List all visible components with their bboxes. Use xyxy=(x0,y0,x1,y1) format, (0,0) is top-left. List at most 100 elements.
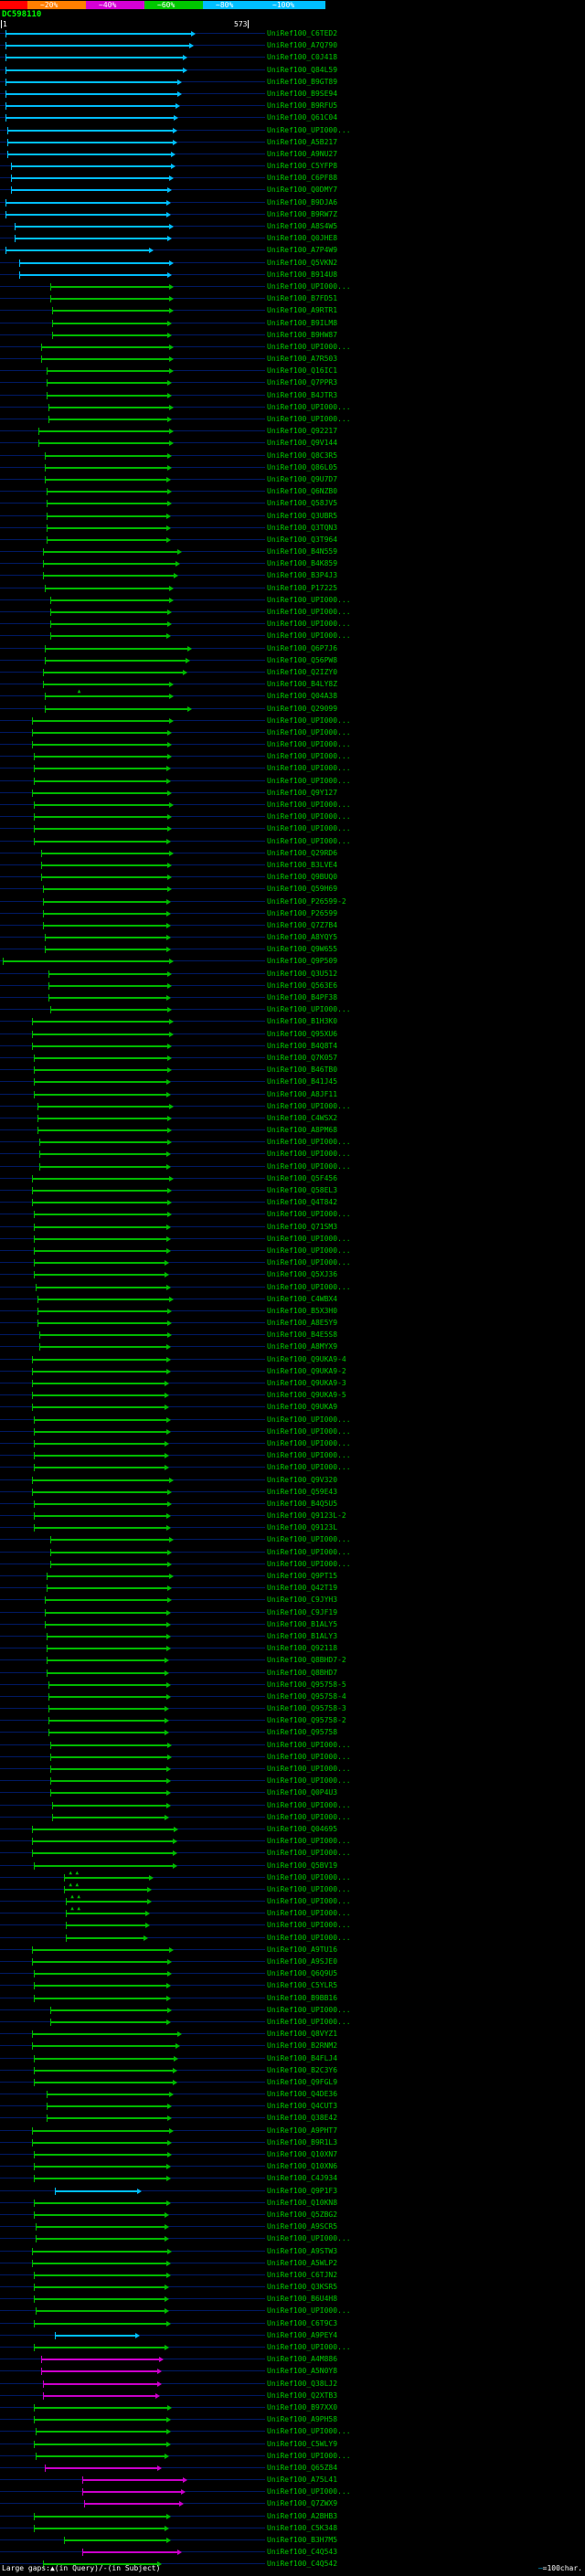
subject-label[interactable]: UniRef100_C9JYH3 xyxy=(267,1595,338,1605)
alignment-bar[interactable] xyxy=(31,728,173,737)
subject-label[interactable]: UniRef100_UPI000... xyxy=(267,1884,351,1893)
subject-label[interactable]: UniRef100_B9ILM8 xyxy=(267,318,338,327)
alignment-bar[interactable] xyxy=(33,801,174,809)
alignment-bar[interactable] xyxy=(5,66,188,74)
subject-label[interactable]: UniRef100_A75L41 xyxy=(267,2475,338,2485)
alignment-bar[interactable] xyxy=(33,1512,171,1521)
subject-label[interactable]: UniRef100_B1ALY5 xyxy=(267,1619,338,1628)
alignment-bar[interactable] xyxy=(10,163,176,171)
alignment-bar[interactable] xyxy=(31,1380,169,1387)
subject-label[interactable]: UniRef100_B97XX0 xyxy=(267,2402,338,2412)
subject-label[interactable]: UniRef100_Q04695 xyxy=(267,1824,338,1833)
subject-label[interactable]: UniRef100_Q38E42 xyxy=(267,2114,338,2123)
subject-label[interactable]: UniRef100_Q9V320 xyxy=(267,1475,338,1484)
subject-label[interactable]: UniRef100_B7FD51 xyxy=(267,294,338,303)
subject-label[interactable]: UniRef100_B4PF38 xyxy=(267,993,338,1002)
subject-label[interactable]: UniRef100_C0J418 xyxy=(267,53,338,62)
subject-label[interactable]: UniRef100_B9RW7Z xyxy=(267,209,338,218)
subject-label[interactable]: UniRef100_Q38LJ2 xyxy=(267,2379,338,2388)
alignment-bar[interactable] xyxy=(31,1355,171,1363)
alignment-bar[interactable] xyxy=(33,1235,171,1243)
subject-label[interactable]: UniRef100_Q95758-4 xyxy=(267,1691,346,1701)
subject-label[interactable]: UniRef100_UPI000... xyxy=(267,1426,351,1436)
subject-label[interactable]: UniRef100_A5N0Y8 xyxy=(267,2367,338,2376)
subject-label[interactable]: UniRef100_UPI000... xyxy=(267,1535,351,1544)
alignment-bar[interactable] xyxy=(47,1645,171,1653)
subject-label[interactable]: UniRef100_Q9BUQ0 xyxy=(267,873,338,882)
alignment-bar[interactable] xyxy=(31,1958,173,1966)
subject-label[interactable]: UniRef100_UPI000... xyxy=(267,740,351,749)
alignment-bar[interactable] xyxy=(33,1439,169,1447)
alignment-bar[interactable] xyxy=(48,994,171,1002)
alignment-bar[interactable] xyxy=(48,1729,169,1737)
alignment-bar[interactable] xyxy=(48,981,173,990)
subject-label[interactable]: UniRef100_Q6Q9U5 xyxy=(267,1969,338,1978)
alignment-bar[interactable] xyxy=(48,1692,171,1701)
alignment-bar[interactable] xyxy=(51,1801,171,1809)
subject-label[interactable]: UniRef100_Q3T964 xyxy=(267,535,338,544)
subject-label[interactable]: UniRef100_B1H3K0 xyxy=(267,1017,338,1026)
alignment-bar[interactable] xyxy=(47,1632,171,1640)
alignment-bar[interactable] xyxy=(45,1620,171,1628)
alignment-bar[interactable] xyxy=(48,1680,171,1689)
subject-label[interactable]: UniRef100_Q7Z7B4 xyxy=(267,920,338,929)
alignment-bar[interactable] xyxy=(33,2512,171,2520)
subject-label[interactable]: UniRef100_UPI000... xyxy=(267,1909,351,1918)
subject-label[interactable]: UniRef100_UPI000... xyxy=(267,402,351,411)
subject-label[interactable]: UniRef100_UPI000... xyxy=(267,1282,351,1291)
alignment-bar[interactable] xyxy=(33,2066,177,2074)
alignment-bar[interactable] xyxy=(31,1838,177,1846)
alignment-bar[interactable] xyxy=(33,2403,173,2412)
alignment-bar[interactable] xyxy=(2,958,174,966)
subject-label[interactable]: UniRef100_UPI000... xyxy=(267,2306,351,2316)
alignment-bar[interactable] xyxy=(37,1307,173,1315)
subject-label[interactable]: UniRef100_UPI000... xyxy=(267,2017,351,2026)
subject-label[interactable]: UniRef100_UPI000... xyxy=(267,836,351,845)
alignment-bar[interactable] xyxy=(42,2560,162,2569)
alignment-bar[interactable] xyxy=(48,403,174,411)
alignment-bar[interactable] xyxy=(40,2356,164,2364)
subject-label[interactable]: UniRef100_UPI000... xyxy=(267,1921,351,1930)
alignment-bar[interactable] xyxy=(65,1922,150,1930)
subject-label[interactable]: UniRef100_B46TB0 xyxy=(267,1065,338,1075)
alignment-bar[interactable] xyxy=(7,138,177,146)
subject-label[interactable]: UniRef100_UPI000... xyxy=(267,415,351,423)
alignment-bar[interactable] xyxy=(31,1404,169,1412)
alignment-bar[interactable] xyxy=(47,500,173,508)
subject-label[interactable]: UniRef100_Q9W655 xyxy=(267,945,338,954)
alignment-bar[interactable] xyxy=(33,2078,177,2086)
alignment-bar[interactable] xyxy=(5,30,197,37)
alignment-bar[interactable] xyxy=(35,2307,169,2316)
alignment-bar[interactable] xyxy=(82,2549,183,2557)
subject-label[interactable]: UniRef100_Q56PW8 xyxy=(267,655,338,664)
subject-label[interactable]: UniRef100_UPI000... xyxy=(267,1559,351,1568)
alignment-bar[interactable] xyxy=(7,150,176,158)
alignment-bar[interactable] xyxy=(47,524,171,532)
subject-label[interactable]: UniRef100_B2RNM2 xyxy=(267,2041,338,2051)
alignment-bar[interactable] xyxy=(5,198,171,207)
subject-label[interactable]: UniRef100_UPI000... xyxy=(267,1258,351,1267)
subject-label[interactable]: UniRef100_UPI000... xyxy=(267,1101,351,1110)
subject-label[interactable]: UniRef100_B4E5S8 xyxy=(267,1330,338,1340)
subject-label[interactable]: UniRef100_Q9UKA9-2 xyxy=(267,1366,346,1375)
alignment-bar[interactable] xyxy=(31,1488,173,1496)
subject-label[interactable]: UniRef100_Q65Z84 xyxy=(267,2463,338,2472)
alignment-bar[interactable] xyxy=(49,632,171,641)
subject-label[interactable]: UniRef100_UPI000... xyxy=(267,1138,351,1147)
alignment-bar[interactable] xyxy=(33,1452,169,1460)
alignment-bar[interactable]: ▲ xyxy=(45,689,174,701)
alignment-bar[interactable] xyxy=(42,897,171,906)
alignment-bar[interactable] xyxy=(47,379,173,387)
subject-label[interactable]: UniRef100_Q61C04 xyxy=(267,113,338,122)
subject-label[interactable]: UniRef100_C5YFP8 xyxy=(267,162,338,171)
alignment-bar[interactable] xyxy=(33,1524,171,1532)
alignment-bar[interactable] xyxy=(63,2537,171,2544)
subject-label[interactable]: UniRef100_UPI000... xyxy=(267,1933,351,1942)
subject-label[interactable]: UniRef100_Q04A38 xyxy=(267,692,338,701)
subject-label[interactable]: UniRef100_B2C3Y6 xyxy=(267,2065,338,2074)
alignment-bar[interactable] xyxy=(44,946,171,954)
alignment-bar[interactable] xyxy=(49,1560,173,1568)
subject-label[interactable]: UniRef100_UPI000... xyxy=(267,2427,351,2436)
subject-label[interactable]: UniRef100_B9HW87 xyxy=(267,330,338,339)
alignment-bar[interactable] xyxy=(31,2042,181,2051)
